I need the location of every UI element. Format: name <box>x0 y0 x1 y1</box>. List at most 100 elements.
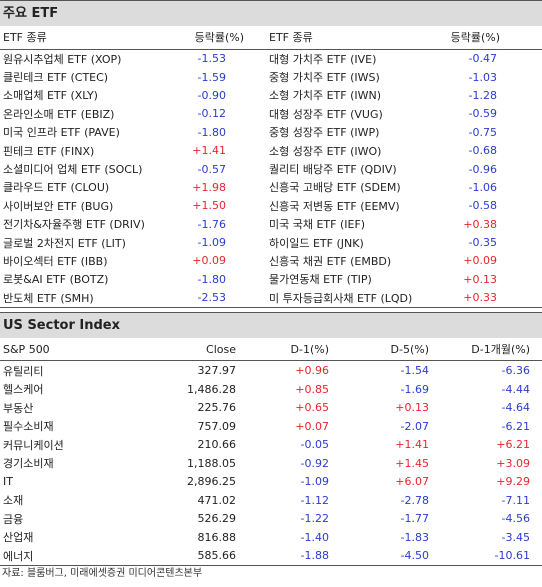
sector-close: 1,486.28 <box>187 382 236 396</box>
sector-row: 유틸리티 327.97 +0.96 -1.54 -6.36 <box>0 361 542 380</box>
etf-chg-right: -1.06 <box>468 180 497 194</box>
sector-name: 산업재 <box>3 531 34 545</box>
sector-close: 526.29 <box>197 512 237 526</box>
sector-d5: -1.83 <box>400 530 429 544</box>
etf-name-right: 대형 성장주 ETF (VUG) <box>269 107 383 121</box>
sector-m1: -4.44 <box>501 382 530 396</box>
etf-row: 글로벌 2차전지 ETF (LIT) -1.09 하이일드 ETF (JNK) -0.… <box>0 233 542 251</box>
sector-d1: -1.12 <box>300 493 329 507</box>
etf-chg-right: -0.68 <box>468 144 497 158</box>
etf-name-right: 신흥국 저변동 ETF (EEMV) <box>269 199 400 213</box>
sector-name: 에너지 <box>3 549 34 563</box>
etf-chg-left: -1.80 <box>197 125 226 139</box>
etf-chg-left: -0.90 <box>197 88 226 102</box>
etf-header-row: ETF 종류 등락률(%) ETF 종류 등락률(%) <box>0 26 542 49</box>
etf-name-right: 중형 가치주 ETF (IWS) <box>269 71 380 85</box>
etf-row: 클라우드 ETF (CLOU) +1.98 신흥국 고배당 ETF (SDEM) -1… <box>0 178 542 196</box>
etf-name-left: 반도체 ETF (SMH) <box>3 291 94 305</box>
etf-chg-right: -0.58 <box>468 199 497 213</box>
etf-row: 반도체 ETF (SMH) -2.53 미 투자등급회사채 ETF (LQD) +0.… <box>0 289 542 308</box>
etf-name-right: 소형 성장주 ETF (IWO) <box>269 144 382 158</box>
etf-row: 원유시추업체 ETF (XOP) -1.53 대형 가치주 ETF (IVE) -0.… <box>0 49 542 68</box>
sector-row: 에너지 585.66 -1.88 -4.50 -10.61 <box>0 546 542 566</box>
sector-name: 필수소비재 <box>3 420 54 434</box>
sector-m1: +3.09 <box>496 456 530 470</box>
sector-d5: -2.07 <box>400 419 429 433</box>
sector-d1: -1.88 <box>300 549 329 563</box>
etf-chg-right: +0.33 <box>463 291 497 305</box>
sector-d1: +0.96 <box>295 364 329 378</box>
sector-close: 585.66 <box>197 549 237 563</box>
etf-row: 핀테크 ETF (FINX) +1.41 소형 성장주 ETF (IWO) -0.68 <box>0 141 542 159</box>
sector-close: 816.88 <box>197 530 237 544</box>
etf-chg-left: +1.50 <box>192 199 226 213</box>
etf-chg-left: -1.80 <box>197 272 226 286</box>
etf-chg-left: +1.41 <box>192 144 226 158</box>
sector-d5: +6.07 <box>395 475 429 489</box>
etf-name-left: 바이오섹터 ETF (IBB) <box>3 254 108 268</box>
sector-d5: -1.77 <box>400 512 429 526</box>
sector-d5: -1.69 <box>400 382 429 396</box>
etf-chg-right: +0.38 <box>463 217 497 231</box>
sector-close: 1,188.05 <box>187 456 236 470</box>
etf-name-left: 사이버보안 ETF (BUG) <box>3 199 114 213</box>
etf-row: 온라인소매 ETF (EBIZ) -0.12 대형 성장주 ETF (VUG) -0.… <box>0 105 542 123</box>
etf-name-left: 소셜미디어 업체 ETF (SOCL) <box>3 163 143 177</box>
sector-row: IT 2,896.25 -1.09 +6.07 +9.29 <box>0 472 542 491</box>
etf-chg-left: +0.09 <box>192 254 226 268</box>
sector-name: 소재 <box>3 494 24 508</box>
etf-name-right: 대형 가치주 ETF (IVE) <box>269 52 377 66</box>
etf-name-left: 글로벌 2차전지 ETF (LIT) <box>3 236 126 250</box>
etf-chg-right: -0.59 <box>468 107 497 121</box>
etf-name-right: 신흥국 채권 ETF (EMBD) <box>269 254 392 268</box>
sector-row: 금융 526.29 -1.22 -1.77 -4.56 <box>0 509 542 528</box>
etf-row: 소매업체 ETF (XLY) -0.90 소형 가치주 ETF (IWN) -1.28 <box>0 86 542 104</box>
sector-name: IT <box>3 475 13 489</box>
etf-name-left: 클라우드 ETF (CLOU) <box>3 181 110 195</box>
sector-close: 471.02 <box>197 493 237 507</box>
sector-m1: +6.21 <box>496 438 530 452</box>
etf-chg-right: -1.28 <box>468 88 497 102</box>
etf-name-left: 미국 인프라 ETF (PAVE) <box>3 126 120 140</box>
sector-row: 소재 471.02 -1.12 -2.78 -7.11 <box>0 491 542 510</box>
sector-header-row: S&P 500 Close D-1(%) D-5(%) D-1개월(%) <box>0 337 542 361</box>
etf-chg-left: -0.12 <box>197 107 226 121</box>
etf-name-left: 온라인소매 ETF (EBIZ) <box>3 107 115 121</box>
etf-chg-right: -0.35 <box>468 236 497 250</box>
etf-name-right: 물가연동채 ETF (TIP) <box>269 273 372 287</box>
sector-close: 210.66 <box>197 438 237 452</box>
etf-row: 소셜미디어 업체 ETF (SOCL) -0.57 퀄리티 배당주 ETF (QDI… <box>0 160 542 178</box>
etf-name-right: 미 투자등급회사채 ETF (LQD) <box>269 291 413 305</box>
sector-d1: -0.92 <box>300 456 329 470</box>
etf-name-right: 중형 성장주 ETF (IWP) <box>269 126 380 140</box>
etf-chg-right: -1.03 <box>468 70 497 84</box>
sector-d5: -1.54 <box>400 364 429 378</box>
sector-close: 327.97 <box>197 364 237 378</box>
etf-col-chg-left: 등락률(%) <box>194 31 244 45</box>
etf-chg-right: -0.96 <box>468 162 497 176</box>
sector-d5: -4.50 <box>400 549 429 563</box>
etf-name-left: 핀테크 ETF (FINX) <box>3 144 95 158</box>
sector-name: 부동산 <box>3 401 34 415</box>
etf-name-right: 소형 가치주 ETF (IWN) <box>269 89 382 103</box>
sector-m1: -10.61 <box>494 549 530 563</box>
sector-d1: -1.22 <box>300 512 329 526</box>
sector-table: S&P 500 Close D-1(%) D-5(%) D-1개월(%) 유틸리… <box>0 337 542 566</box>
sector-m1: -4.64 <box>501 401 530 415</box>
sector-d1: -1.09 <box>300 475 329 489</box>
etf-col-chg-right: 등락률(%) <box>450 31 500 45</box>
etf-chg-left: -2.53 <box>197 291 226 305</box>
sector-d5: +1.41 <box>395 438 429 452</box>
sector-d1: +0.07 <box>295 419 329 433</box>
sector-row: 커뮤니케이션 210.66 -0.05 +1.41 +6.21 <box>0 435 542 454</box>
etf-chg-right: +0.13 <box>463 272 497 286</box>
sector-name: 경기소비재 <box>3 457 54 471</box>
sector-d5: -2.78 <box>400 493 429 507</box>
etf-section-title: 주요 ETF <box>0 0 542 26</box>
sector-m1: -6.21 <box>501 419 530 433</box>
sector-m1: -6.36 <box>501 364 530 378</box>
sector-row: 헬스케어 1,486.28 +0.85 -1.69 -4.44 <box>0 380 542 399</box>
etf-name-left: 소매업체 ETF (XLY) <box>3 89 98 103</box>
sector-m1: +9.29 <box>496 475 530 489</box>
sector-close: 2,896.25 <box>187 475 236 489</box>
